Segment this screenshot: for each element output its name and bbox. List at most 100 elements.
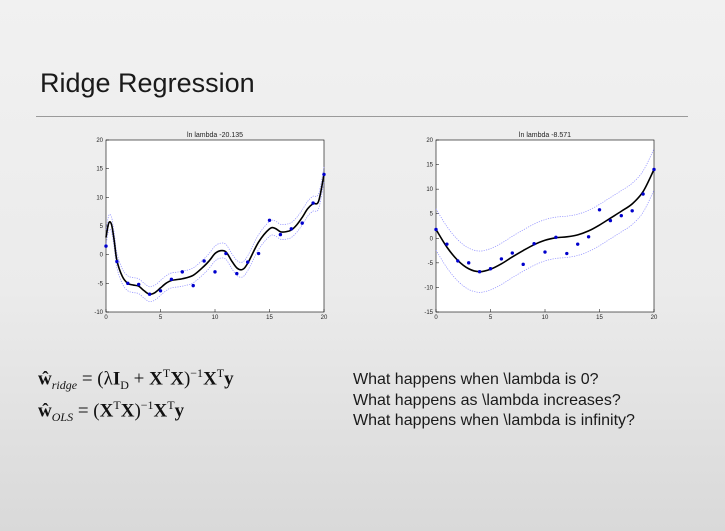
- eq-part: ): [183, 368, 191, 390]
- w-hat-symbol: ŵ: [38, 400, 52, 422]
- data-point: [267, 218, 272, 222]
- eq-part: T: [167, 398, 175, 412]
- eq-part: = (: [77, 400, 100, 422]
- y-tick-label: -5: [428, 261, 434, 267]
- slide-title: Ridge Regression: [40, 68, 255, 98]
- fit-curve: [435, 169, 655, 273]
- data-point: [619, 213, 623, 218]
- title-divider: [36, 116, 688, 117]
- data-point: [477, 270, 482, 274]
- data-point: [300, 221, 304, 225]
- y-tick-label: 15: [426, 163, 433, 169]
- data-point: [521, 262, 525, 267]
- data-point: [510, 251, 514, 255]
- plot-area: [105, 139, 325, 313]
- eq-part: X: [170, 368, 184, 390]
- data-point: [169, 277, 174, 282]
- x-tick-label: 0: [434, 315, 438, 321]
- data-point: [597, 208, 602, 212]
- eq-part: D: [120, 378, 129, 393]
- y-tick-label: 15: [96, 167, 103, 173]
- data-point: [543, 250, 547, 254]
- lower-band-line: [105, 181, 325, 303]
- eq-part: y: [224, 368, 234, 390]
- data-point: [115, 259, 119, 264]
- y-tick-label: 5: [430, 212, 434, 218]
- data-point: [499, 257, 504, 261]
- eq-part: X: [153, 400, 168, 422]
- data-point: [126, 281, 130, 286]
- data-point: [289, 227, 293, 231]
- x-tick-label: 15: [596, 315, 603, 321]
- data-point: [202, 259, 206, 263]
- data-point: [467, 261, 471, 265]
- chart-svg-2: ln lambda -8.571 0 5 10 15 20 -15 -10 -5 0 5 10 15 20: [424, 132, 658, 321]
- chart-svg-1: ln lambda -20.135 0 5 10 15 20 -10 -5 0 5 10 15 20: [94, 132, 328, 321]
- data-point: [565, 251, 569, 256]
- eq-part: X: [149, 368, 163, 390]
- data-point: [445, 242, 449, 246]
- ridge-plot-small-lambda: ln lambda -20.135 0 5 10 15 20 -10 -5 0 5 10 15 20: [78, 128, 338, 324]
- x-tick-label: 5: [489, 315, 493, 321]
- data-point: [180, 270, 184, 274]
- data-point: [532, 241, 536, 246]
- data-point: [246, 260, 250, 264]
- y-tick-label: -10: [424, 285, 433, 291]
- data-point: [652, 167, 656, 172]
- chart-title: ln lambda -20.135: [187, 132, 243, 139]
- y-tick-label: 5: [100, 224, 104, 230]
- data-point: [322, 172, 326, 177]
- y-tick-label: 20: [96, 138, 103, 144]
- ridge-equation: ŵridge = (λID + XTX)−1XTy: [38, 366, 234, 393]
- eq-part: −1: [140, 398, 154, 412]
- data-point: [630, 209, 634, 213]
- y-tick-label: 10: [426, 187, 433, 193]
- data-point: [488, 267, 493, 271]
- ridge-plot-large-lambda: ln lambda -8.571 0 5 10 15 20 -15 -10 -5 0 5 10 15 20: [408, 128, 668, 324]
- data-point: [104, 244, 108, 248]
- eq-part: X: [203, 368, 217, 390]
- ridge-subscript: ridge: [51, 378, 78, 393]
- x-tick-label: 10: [212, 315, 219, 321]
- data-point: [191, 283, 195, 288]
- y-tick-label: -5: [98, 281, 104, 287]
- chart-title: ln lambda -8.571: [519, 132, 571, 139]
- eq-part: +: [128, 368, 150, 390]
- data-point: [147, 292, 152, 296]
- data-point: [576, 242, 580, 246]
- eq-part: I: [112, 368, 121, 390]
- y-tick-label: -10: [94, 310, 103, 316]
- x-tick-label: 5: [159, 315, 163, 321]
- data-point: [434, 227, 438, 232]
- question-1: What happens when \lambda is 0?: [353, 371, 599, 388]
- y-tick-label: 10: [96, 195, 103, 201]
- eq-part: X: [99, 400, 114, 422]
- eq-part: T: [216, 366, 225, 380]
- w-hat-symbol: ŵ: [38, 368, 52, 390]
- data-point: [456, 259, 460, 263]
- y-tick-label: 0: [100, 253, 104, 259]
- y-tick-label: -15: [424, 310, 433, 316]
- ols-subscript: OLS: [51, 410, 74, 425]
- x-tick-label: 20: [651, 315, 658, 321]
- x-tick-label: 15: [266, 315, 273, 321]
- data-point: [213, 270, 217, 274]
- data-point: [311, 201, 315, 205]
- y-tick-label: 20: [426, 138, 433, 144]
- x-tick-label: 0: [104, 315, 108, 321]
- data-point: [554, 235, 558, 240]
- data-point: [158, 289, 163, 293]
- plot-area: [435, 139, 655, 313]
- eq-part: ): [134, 400, 141, 422]
- data-point: [586, 235, 591, 239]
- data-point: [256, 251, 261, 256]
- data-point: [278, 232, 283, 237]
- data-point: [608, 218, 613, 223]
- upper-band-line: [105, 166, 325, 288]
- ols-equation: ŵOLS = (XTX)−1XTy: [38, 398, 184, 425]
- x-tick-label: 10: [542, 315, 549, 321]
- eq-part: −1: [190, 366, 204, 380]
- eq-part: T: [113, 398, 121, 412]
- eq-part: X: [120, 400, 135, 422]
- eq-part: y: [174, 400, 185, 422]
